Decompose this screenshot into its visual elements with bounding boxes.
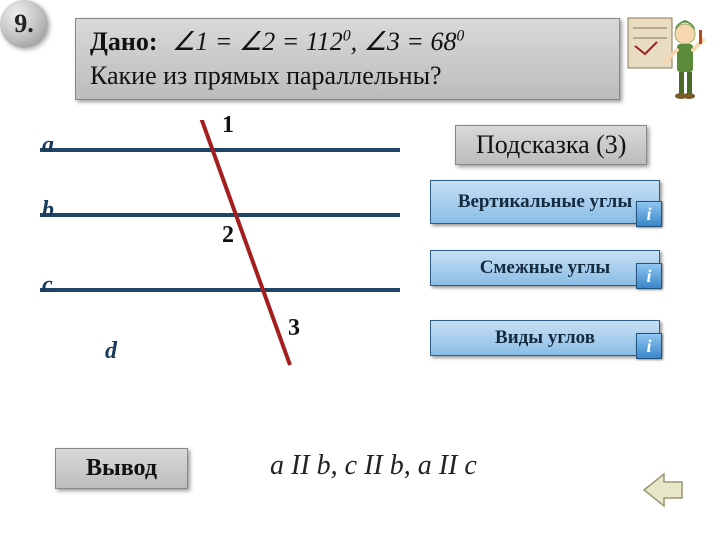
info-icon[interactable]: i bbox=[636, 263, 662, 289]
angle-label-2: 2 bbox=[222, 222, 234, 249]
hint-button-label: Вертикальные углы bbox=[458, 192, 632, 213]
hint-header-text: Подсказка (3) bbox=[476, 130, 626, 159]
angle-label-3: 3 bbox=[288, 315, 300, 342]
nav-back-arrow[interactable] bbox=[640, 470, 686, 515]
hint-button-angle-types[interactable]: Виды углов bbox=[430, 320, 660, 356]
hint-button-adjacent-angles[interactable]: Смежные углы bbox=[430, 250, 660, 286]
hint-header: Подсказка (3) bbox=[455, 125, 647, 165]
result-formula: a II b, c II b, a II c bbox=[270, 450, 477, 482]
result-button[interactable]: Вывод bbox=[55, 448, 188, 489]
line-label-b: b bbox=[42, 197, 54, 224]
character-clipart bbox=[623, 10, 708, 105]
problem-statement-box: Дано: ∠1 = ∠2 = 1120, ∠3 = 680 Какие из … bbox=[75, 18, 620, 100]
problem-question: Какие из прямых параллельны? bbox=[90, 59, 605, 93]
info-symbol: i bbox=[646, 204, 651, 225]
line-label-a: a bbox=[42, 132, 54, 159]
hint-button-vertical-angles[interactable]: Вертикальные углы bbox=[430, 180, 660, 224]
hint-button-label: Виды углов bbox=[495, 328, 595, 349]
geometry-diagram: a b c d 1 2 3 bbox=[30, 120, 410, 380]
info-symbol: i bbox=[646, 266, 651, 287]
angle-label-1: 1 bbox=[222, 112, 234, 139]
line-label-d: d bbox=[105, 338, 117, 365]
problem-number-badge: 9. bbox=[0, 0, 48, 48]
line-label-c: c bbox=[42, 272, 53, 299]
given-label: Дано: bbox=[90, 27, 158, 56]
info-symbol: i bbox=[646, 336, 651, 357]
result-button-label: Вывод bbox=[86, 455, 157, 481]
info-icon[interactable]: i bbox=[636, 333, 662, 359]
info-icon[interactable]: i bbox=[636, 201, 662, 227]
problem-number: 9. bbox=[14, 9, 34, 39]
hint-button-label: Смежные углы bbox=[480, 258, 611, 279]
given-formula: ∠1 = ∠2 = 1120, ∠3 = 680 bbox=[172, 27, 464, 56]
